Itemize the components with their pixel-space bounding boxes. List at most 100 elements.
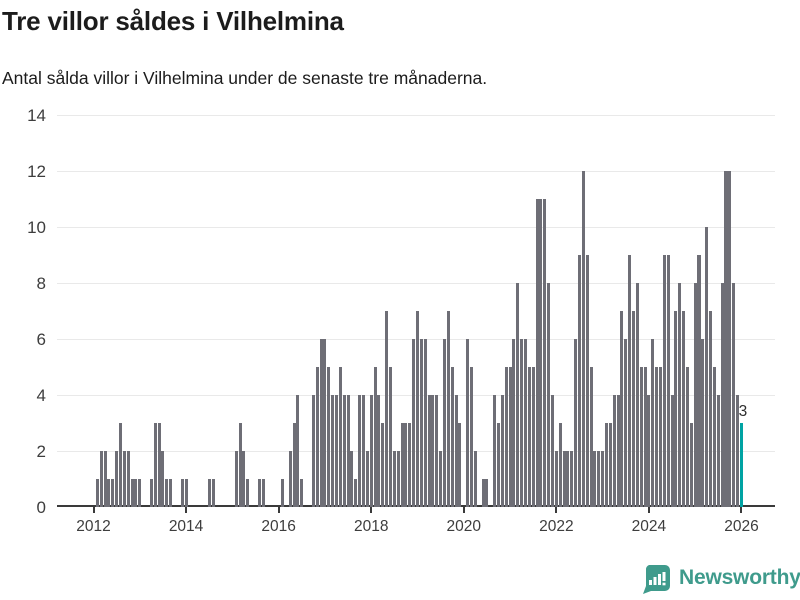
bar bbox=[604, 423, 609, 507]
bar bbox=[261, 479, 265, 507]
bar bbox=[315, 367, 319, 507]
bar bbox=[234, 451, 238, 507]
bar bbox=[658, 367, 663, 507]
x-tick-label: 2024 bbox=[631, 518, 667, 535]
bar bbox=[442, 339, 447, 507]
bar bbox=[361, 395, 366, 507]
bar bbox=[574, 339, 578, 507]
page-title: Tre villor såldes i Vilhelmina bbox=[2, 6, 344, 36]
bar bbox=[662, 255, 666, 507]
x-tick-label: 2020 bbox=[446, 518, 481, 535]
bar-latest-highlight bbox=[739, 423, 744, 507]
bar bbox=[103, 451, 107, 507]
bar bbox=[99, 451, 103, 507]
bar bbox=[705, 227, 709, 507]
bar bbox=[373, 367, 377, 507]
bar bbox=[331, 395, 335, 507]
bar bbox=[539, 199, 543, 507]
brand-logo: Newsworthy bbox=[641, 563, 800, 597]
bar bbox=[520, 339, 524, 507]
bar bbox=[728, 171, 732, 507]
bar bbox=[296, 395, 300, 507]
bar bbox=[369, 395, 373, 507]
bar bbox=[485, 479, 489, 507]
bar bbox=[527, 367, 531, 507]
bar bbox=[639, 367, 643, 507]
bar bbox=[238, 423, 242, 507]
newsworthy-speech-bubble-bar-chart-icon bbox=[643, 565, 670, 594]
bar bbox=[689, 423, 693, 507]
bar bbox=[153, 423, 157, 507]
x-tick-label: 2014 bbox=[168, 518, 204, 535]
bar bbox=[593, 451, 597, 507]
bar bbox=[466, 339, 470, 507]
bar bbox=[377, 395, 381, 507]
bar bbox=[732, 283, 736, 507]
bar bbox=[547, 283, 551, 507]
x-tick bbox=[277, 507, 280, 513]
bar bbox=[118, 423, 123, 507]
bar bbox=[126, 451, 130, 507]
bar bbox=[701, 339, 705, 507]
bar bbox=[481, 479, 485, 507]
bar bbox=[130, 479, 134, 507]
bar bbox=[496, 423, 501, 507]
bar bbox=[473, 451, 477, 507]
bar bbox=[381, 423, 385, 507]
bar bbox=[493, 395, 497, 507]
gridline-y-12 bbox=[57, 171, 775, 172]
y-tick-label: 8 bbox=[36, 274, 46, 293]
bar bbox=[612, 395, 616, 507]
bar bbox=[95, 479, 99, 507]
bar bbox=[207, 479, 211, 507]
bar bbox=[678, 283, 682, 507]
bar bbox=[211, 479, 215, 507]
y-tick-label: 6 bbox=[36, 330, 46, 349]
bar bbox=[624, 339, 628, 507]
x-tick bbox=[462, 507, 465, 513]
bar bbox=[724, 171, 728, 507]
y-tick-label: 10 bbox=[27, 218, 46, 237]
bar bbox=[554, 451, 558, 507]
gridline-y-10 bbox=[57, 227, 775, 228]
bar bbox=[581, 171, 585, 507]
bar bbox=[628, 255, 632, 507]
bar bbox=[674, 311, 678, 507]
bar bbox=[458, 423, 462, 507]
bar bbox=[512, 339, 516, 507]
x-tick-label: 2016 bbox=[261, 518, 296, 535]
bar bbox=[454, 395, 458, 507]
bar bbox=[327, 367, 331, 507]
bar bbox=[655, 367, 659, 507]
bar bbox=[504, 367, 508, 507]
bar bbox=[419, 339, 423, 507]
bar bbox=[550, 395, 555, 507]
x-tick bbox=[370, 507, 373, 513]
brand-name: Newsworthy bbox=[679, 566, 800, 589]
y-tick-label: 12 bbox=[27, 162, 46, 181]
y-tick-label: 14 bbox=[27, 106, 46, 125]
gridline-y-8 bbox=[57, 283, 775, 284]
bar bbox=[446, 311, 450, 507]
y-tick-label: 2 bbox=[36, 442, 46, 461]
bar bbox=[346, 395, 350, 507]
bar bbox=[157, 423, 161, 507]
bar bbox=[635, 283, 639, 507]
chart-subtitle: Antal sålda villor i Vilhelmina under de… bbox=[2, 68, 488, 88]
bar bbox=[107, 479, 111, 507]
x-tick bbox=[555, 507, 558, 513]
bar bbox=[400, 423, 404, 507]
bar bbox=[323, 339, 327, 507]
bar bbox=[300, 479, 304, 507]
bar bbox=[431, 395, 435, 507]
bar bbox=[292, 423, 296, 507]
bar bbox=[169, 479, 173, 507]
bar bbox=[712, 367, 717, 507]
bar bbox=[450, 367, 454, 507]
bar bbox=[385, 311, 389, 507]
x-tick-label: 2022 bbox=[539, 518, 574, 535]
gridline-y-14 bbox=[57, 115, 775, 116]
bar bbox=[736, 395, 740, 507]
bar bbox=[597, 451, 601, 507]
